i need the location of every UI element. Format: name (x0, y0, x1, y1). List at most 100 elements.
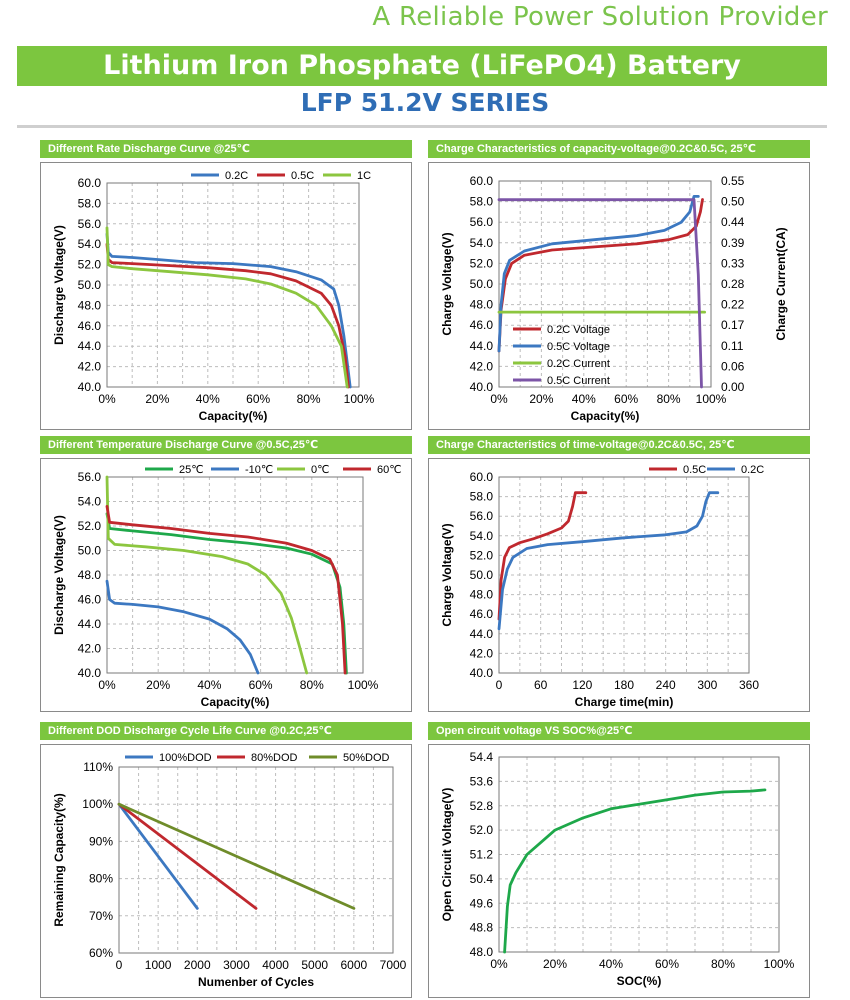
y-tick-label: 44.0 (470, 627, 494, 641)
y-tick-label: 42.0 (470, 359, 494, 373)
y-tick-label: 50.4 (470, 872, 494, 886)
grid (106, 182, 360, 388)
y-tick-label: 42.0 (78, 642, 102, 656)
y-tick-label: 56.0 (78, 217, 102, 231)
panel-body: 0% 20% 40% 60% 80% 100% 40.0 42.0 44.0 46.0 48.0 50… (428, 162, 810, 430)
panel-header: Open circuit voltage VS SOC%@25℃ (428, 722, 810, 740)
series-line-100-dod (117, 802, 199, 910)
legend-label: 0.2C (741, 464, 764, 476)
panel-charge-time: Charge Characteristics of time-voltage@0… (428, 436, 810, 712)
y-tick-label: 50.0 (470, 568, 494, 582)
y-tick-label: 40.0 (78, 666, 102, 680)
y-tick-label: 90% (89, 834, 113, 848)
y-axis-label: Remaining Capacity(%) (52, 793, 66, 926)
x-tick-label: 240 (656, 678, 676, 692)
x-tick-label: 60% (655, 957, 679, 971)
legend-label: 60℃ (377, 464, 402, 476)
x-tick-label: 60% (249, 678, 273, 692)
legend-label: 0.5C Voltage (547, 341, 610, 353)
x-tick-label: 100% (348, 678, 379, 692)
y-tick-label: 52.0 (78, 519, 102, 533)
x-tick-label: 0% (490, 392, 508, 406)
y-tick-label: 40.0 (470, 380, 494, 394)
series-line-0-5c-current (497, 198, 703, 389)
y-tick-label: 46.0 (470, 607, 494, 621)
series-line-0-2c (497, 491, 720, 631)
legend-label: -10℃ (245, 464, 273, 476)
grid (498, 180, 712, 388)
y-tick-label: 44.0 (78, 339, 102, 353)
y-tick-label: 52.0 (470, 256, 494, 270)
panel-body: 0% 20% 40% 60% 80% 100% 48.0 48.8 49.6 50.4 51.2 52… (428, 744, 810, 998)
y-tick-label: 54.0 (78, 237, 102, 251)
x-tick-label: 1000 (145, 958, 172, 972)
plot-area (106, 476, 364, 674)
x-tick-label: 360 (739, 678, 759, 692)
panel-rate-discharge: Different Rate Discharge Curve @25℃ 0% 20… (40, 140, 412, 430)
x-axis-label: Capacity(%) (199, 409, 268, 423)
y-axis-label: Charge Voltage(V) (440, 523, 454, 626)
y-tick-label: 54.0 (470, 529, 494, 543)
y2-tick-label: 0.39 (721, 236, 745, 250)
y2-tick-label: 0.11 (721, 339, 744, 353)
y-tick-label: 100% (82, 797, 113, 811)
x-tick-label: 2000 (184, 958, 211, 972)
legend-label: 100%DOD (159, 752, 212, 764)
x-tick-label: 5000 (301, 958, 328, 972)
x-tick-label: 20% (146, 678, 170, 692)
chart-ocv-soc: 0% 20% 40% 60% 80% 100% 48.0 48.8 49.6 50.4 51.2 52… (440, 750, 795, 988)
series-line-50-dod (117, 802, 356, 910)
x-tick-label: 120 (572, 678, 592, 692)
y-tick-label: 44.0 (470, 339, 494, 353)
x-tick-label: 80% (297, 392, 321, 406)
x-tick-label: 300 (697, 678, 717, 692)
x-tick-label: 100% (344, 392, 375, 406)
series-line-25 (105, 512, 348, 675)
y-tick-label: 56.0 (470, 215, 494, 229)
x-tick-label: 100% (764, 957, 795, 971)
x-tick-label: 20% (145, 392, 169, 406)
y-tick-label: 52.0 (78, 258, 102, 272)
y-tick-label: 54.0 (470, 236, 494, 250)
tagline: A Reliable Power Solution Provider (372, 2, 828, 32)
y2-tick-label: 0.06 (721, 359, 745, 373)
panel-body: 0% 20% 40% 60% 80% 100% 40.0 42.0 44.0 46.0 48.0 50… (40, 162, 412, 430)
y-tick-label: 40.0 (78, 380, 102, 394)
y2-tick-label: 0.17 (721, 318, 745, 332)
y-tick-label: 42.0 (470, 646, 494, 660)
series-line-0-5c-voltage (497, 195, 700, 353)
grid (498, 756, 780, 953)
y-tick-label: 46.0 (470, 318, 494, 332)
panel-body: 0 60 120 180 240 300 360 40.0 42.0 44.0 46.0 48.0 50… (428, 458, 810, 712)
y2-tick-label: 0.28 (721, 277, 745, 291)
y-tick-label: 46.0 (78, 593, 102, 607)
y-tick-label: 56.0 (78, 470, 102, 484)
y-tick-label: 80% (89, 872, 113, 886)
y-tick-label: 48.0 (470, 298, 494, 312)
y-tick-label: 48.0 (78, 568, 102, 582)
panel-body: 0% 20% 40% 60% 80% 100% 40.0 42.0 44.0 46.0 48.0 50… (40, 458, 412, 712)
divider (17, 125, 827, 128)
y-tick-label: 58.0 (470, 490, 494, 504)
x-tick-label: 80% (300, 678, 324, 692)
y2-tick-label: 0.50 (721, 195, 745, 209)
y2-tick-label: 0.22 (721, 298, 745, 312)
series-line-0-5c (497, 491, 588, 621)
legend-label: 1C (357, 170, 371, 182)
legend-label: 50%DOD (343, 752, 390, 764)
legend-label: 0.5C (683, 464, 706, 476)
legend: 0.5C 0.2C (649, 464, 764, 476)
x-tick-label: 0% (98, 392, 116, 406)
x-tick-label: 0 (116, 958, 123, 972)
plot-area (118, 766, 394, 954)
panel-header: Different Rate Discharge Curve @25℃ (40, 140, 412, 158)
y-tick-label: 58.0 (470, 195, 494, 209)
x-axis-label: Charge time(min) (575, 695, 674, 709)
legend: 25℃ -10℃ 0℃ 60℃ (145, 464, 402, 476)
series-line-0-5c (105, 242, 350, 389)
x-axis-label: Numenber of Cycles (198, 975, 314, 989)
y-tick-label: 51.2 (470, 848, 494, 862)
y-tick-label: 52.8 (470, 799, 494, 813)
y-tick-label: 60.0 (470, 174, 494, 188)
grid (498, 476, 750, 674)
